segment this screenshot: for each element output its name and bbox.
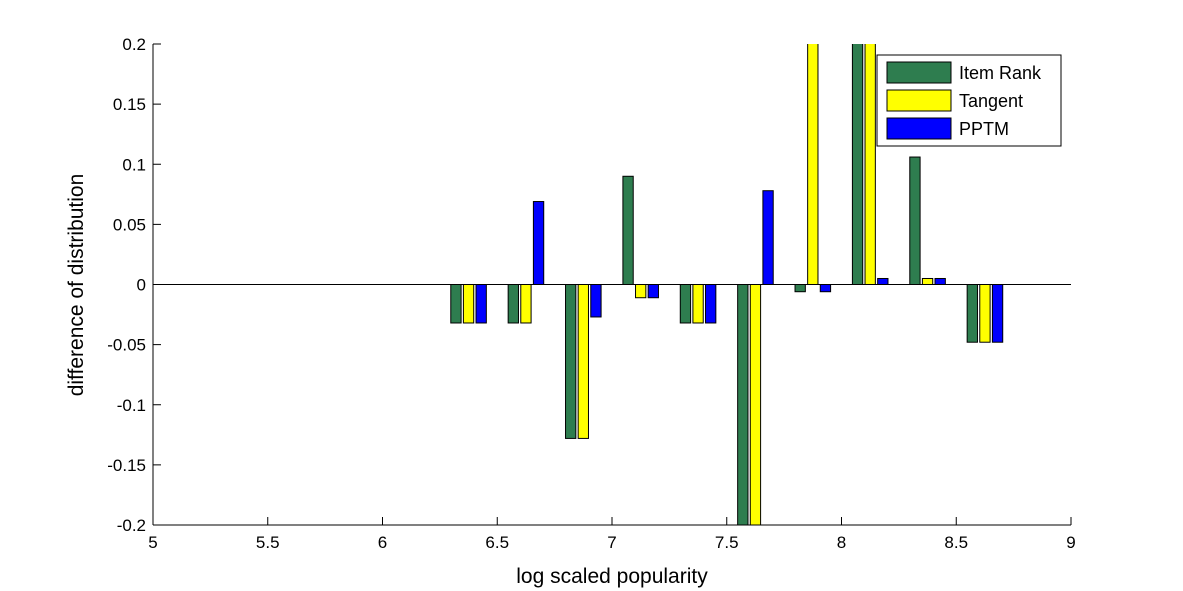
- bar-pptm-1: [532, 201, 545, 285]
- bar-item-rank-8: [909, 156, 921, 285]
- y-tick-label: -0.2: [117, 516, 146, 535]
- x-tick-label: 5.5: [256, 533, 280, 552]
- bar-item-rank-7: [851, 44, 864, 285]
- y-axis-label: difference of distribution: [65, 174, 88, 397]
- bar-pptm-3: [647, 284, 659, 299]
- bar-pptm-4: [705, 284, 717, 324]
- bar-tangent-2: [577, 284, 589, 439]
- x-axis-label: log scaled popularity: [516, 565, 708, 588]
- y-tick-label: -0.15: [107, 456, 146, 475]
- x-tick-label: 7.5: [715, 533, 739, 552]
- x-tick-label: 6: [378, 533, 387, 552]
- legend-swatch-pptm: [886, 117, 952, 140]
- bar-pptm-8: [934, 277, 946, 285]
- x-tick-label: 6.5: [485, 533, 509, 552]
- bar-tangent-0: [462, 284, 475, 324]
- bar-item-rank-9: [966, 284, 978, 343]
- legend-label-pptm: PPTM: [959, 119, 1009, 139]
- bar-item-rank-6: [794, 284, 806, 293]
- bar-tangent-3: [635, 284, 647, 299]
- y-tick-label: -0.05: [107, 336, 146, 355]
- bar-pptm-6: [819, 284, 832, 293]
- legend-label-tangent: Tangent: [959, 91, 1023, 111]
- x-tick-label: 9: [1066, 533, 1075, 552]
- x-tick-label: 7: [607, 533, 616, 552]
- y-tick-label: -0.1: [117, 396, 146, 415]
- bar-tangent-4: [692, 284, 704, 324]
- bar-item-rank-1: [507, 284, 519, 324]
- bar-tangent-8: [921, 277, 934, 285]
- bar-pptm-9: [991, 284, 1004, 343]
- bar-pptm-0: [475, 284, 487, 324]
- bar-item-rank-0: [450, 284, 462, 324]
- axes-group: 5 5.5 6 6.5 7 7.5 8 8.5 9 -0.2 -0.15 -0.1 -0.05 0 0.05…: [107, 35, 1075, 552]
- bar-item-rank-5: [737, 284, 749, 525]
- legend-label-item-rank: Item Rank: [959, 63, 1042, 83]
- legend: Item Rank Tangent PPTM: [876, 54, 1062, 147]
- bar-tangent-6: [807, 44, 819, 285]
- x-tick-label: 8.5: [944, 533, 968, 552]
- y-tick-label: 0.05: [113, 215, 146, 234]
- y-tick-label: 0: [137, 276, 146, 295]
- bar-item-rank-4: [679, 284, 692, 324]
- bar-tangent-9: [979, 284, 991, 343]
- bar-item-rank-3: [622, 175, 634, 285]
- y-tick-label: 0.15: [113, 95, 146, 114]
- legend-swatch-tangent: [886, 89, 952, 112]
- x-tick-label: 5: [148, 533, 157, 552]
- bar-tangent-7: [864, 44, 876, 285]
- bar-tangent-1: [520, 284, 532, 324]
- bar-pptm-5: [762, 190, 774, 285]
- x-tick-label: 8: [837, 533, 846, 552]
- bar-pptm-2: [590, 284, 602, 318]
- y-tick-label: 0.2: [122, 35, 146, 54]
- bar-pptm-7: [877, 277, 889, 285]
- y-tick-label: 0.1: [122, 155, 146, 174]
- legend-swatch-item-rank: [886, 61, 952, 84]
- bar-item-rank-2: [565, 284, 577, 439]
- bar-tangent-5: [749, 284, 762, 525]
